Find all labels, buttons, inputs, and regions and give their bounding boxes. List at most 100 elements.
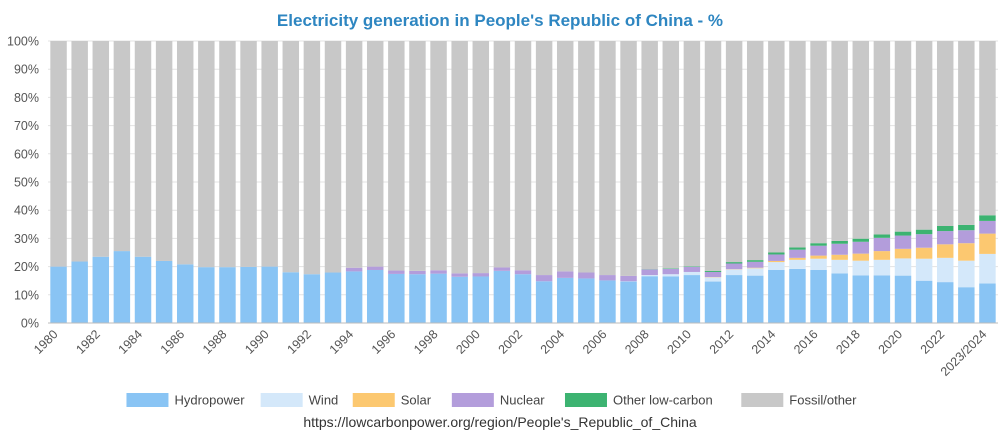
bar-segment-wind-2022[interactable] [937,258,953,282]
bar-segment-fossil-other-1993[interactable] [325,41,341,273]
bar-segment-nuclear-1994[interactable] [346,268,362,272]
bar-segment-fossil-other-2012[interactable] [726,41,742,262]
bar-segment-fossil-other-2020[interactable] [895,41,911,232]
bar-segment-hydropower-2002[interactable] [515,274,531,323]
bar-segment-fossil-other-1994[interactable] [346,41,362,268]
bar-segment-solar-2020[interactable] [895,249,911,259]
bar-segment-nuclear-1995[interactable] [367,267,383,270]
bar-segment-nuclear-2018[interactable] [853,242,869,254]
bar-segment-nuclear-1996[interactable] [388,271,404,274]
bar-segment-hydropower-1981[interactable] [71,262,87,323]
bar-segment-wind-2015[interactable] [789,260,805,269]
bar-segment-hydropower-1991[interactable] [283,272,299,323]
bar-segment-fossil-other-2017[interactable] [831,41,847,241]
bar-segment-fossil-other-2010[interactable] [684,41,700,266]
bar-segment-hydropower-2003[interactable] [536,281,552,323]
bar-segment-nuclear-2011[interactable] [705,272,721,277]
bar-segment-nuclear-2005[interactable] [578,273,594,279]
bar-segment-hydropower-1987[interactable] [198,267,214,323]
bar-segment-wind-2017[interactable] [831,260,847,274]
bar-segment-hydropower-2005[interactable] [578,278,594,323]
bar-segment-hydropower-1984[interactable] [135,257,151,323]
bar-segment-hydropower-1988[interactable] [219,267,235,323]
bar-segment-hydropower-1985[interactable] [156,261,172,323]
bar-segment-fossil-other-2008[interactable] [641,41,657,269]
bar-segment-fossil-other-1990[interactable] [261,41,277,267]
bar-segment-nuclear-2007[interactable] [620,276,636,281]
bar-segment-hydropower-2022[interactable] [937,282,953,323]
bar-segment-wind-2010[interactable] [684,272,700,275]
bar-segment-nuclear-2004[interactable] [557,271,573,277]
bar-segment-fossil-other-2023[interactable] [958,41,974,225]
bar-segment-nuclear-1998[interactable] [430,270,446,273]
bar-segment-other-low-carbon-2012[interactable] [726,262,742,263]
legend-item-hydropower[interactable]: Hydropower [126,393,245,408]
bar-segment-nuclear-2020[interactable] [895,236,911,249]
bar-segment-fossil-other-1983[interactable] [114,41,130,251]
bar-segment-fossil-other-2011[interactable] [705,41,721,271]
bar-segment-fossil-other-2022[interactable] [937,41,953,226]
bar-segment-nuclear-2009[interactable] [663,269,679,274]
bar-segment-nuclear-2023-2024[interactable] [979,221,995,234]
bar-segment-hydropower-1986[interactable] [177,264,193,323]
bar-segment-fossil-other-2018[interactable] [853,41,869,239]
bar-segment-other-low-carbon-2009[interactable] [663,268,679,269]
bar-segment-hydropower-1989[interactable] [240,267,256,323]
bar-segment-fossil-other-2000[interactable] [473,41,489,273]
bar-segment-hydropower-1980[interactable] [50,267,66,323]
bar-segment-fossil-other-1995[interactable] [367,41,383,267]
bar-segment-hydropower-2006[interactable] [599,280,615,323]
bar-segment-hydropower-2021[interactable] [916,281,932,323]
bar-segment-fossil-other-2015[interactable] [789,41,805,247]
bar-segment-solar-2023[interactable] [958,243,974,260]
bar-segment-other-low-carbon-2017[interactable] [831,241,847,244]
bar-segment-wind-2009[interactable] [663,274,679,276]
bar-segment-hydropower-2001[interactable] [494,271,510,323]
bar-segment-wind-2016[interactable] [810,259,826,270]
bar-segment-other-low-carbon-2014[interactable] [768,253,784,255]
bar-segment-nuclear-2010[interactable] [684,267,700,272]
bar-segment-fossil-other-2014[interactable] [768,41,784,253]
bar-segment-wind-2023[interactable] [958,261,974,288]
bar-segment-hydropower-2014[interactable] [768,270,784,323]
bar-segment-solar-2015[interactable] [789,258,805,260]
bar-segment-nuclear-2019[interactable] [874,238,890,251]
bar-segment-nuclear-2002[interactable] [515,270,531,274]
bar-segment-wind-2014[interactable] [768,262,784,270]
bar-segment-hydropower-2015[interactable] [789,269,805,323]
bar-segment-fossil-other-1996[interactable] [388,41,404,271]
bar-segment-nuclear-2000[interactable] [473,273,489,276]
bar-segment-wind-2011[interactable] [705,277,721,281]
bar-segment-hydropower-2011[interactable] [705,282,721,323]
bar-segment-fossil-other-2002[interactable] [515,41,531,270]
bar-segment-fossil-other-2013[interactable] [747,41,763,260]
bar-segment-hydropower-1993[interactable] [325,273,341,323]
bar-segment-hydropower-1982[interactable] [93,257,109,323]
bar-segment-fossil-other-1991[interactable] [283,41,299,272]
bar-segment-other-low-carbon-2023-2024[interactable] [979,215,995,221]
bar-segment-nuclear-2003[interactable] [536,275,552,281]
bar-segment-fossil-other-2023-2024[interactable] [979,41,995,215]
bar-segment-nuclear-2015[interactable] [789,250,805,258]
bar-segment-hydropower-2012[interactable] [726,275,742,323]
bar-segment-hydropower-1994[interactable] [346,271,362,323]
legend-item-fossil-other[interactable]: Fossil/other [741,393,857,408]
bar-segment-hydropower-2019[interactable] [874,275,890,323]
bar-segment-hydropower-2013[interactable] [747,276,763,323]
bar-segment-fossil-other-2005[interactable] [578,41,594,273]
bar-segment-fossil-other-2003[interactable] [536,41,552,275]
bar-segment-hydropower-2008[interactable] [641,276,657,323]
bar-segment-solar-2013[interactable] [747,268,763,269]
bar-segment-other-low-carbon-2013[interactable] [747,260,763,262]
bar-segment-nuclear-1997[interactable] [409,271,425,274]
bar-segment-solar-2014[interactable] [768,261,784,262]
bar-segment-other-low-carbon-2015[interactable] [789,247,805,249]
bar-segment-wind-2008[interactable] [641,275,657,276]
bar-segment-solar-2021[interactable] [916,248,932,259]
bar-segment-hydropower-2000[interactable] [473,276,489,323]
bar-segment-fossil-other-2021[interactable] [916,41,932,230]
legend-item-wind[interactable]: Wind [261,393,339,408]
legend-item-solar[interactable]: Solar [353,393,432,408]
bar-segment-other-low-carbon-2022[interactable] [937,226,953,231]
bar-segment-nuclear-2006[interactable] [599,275,615,280]
